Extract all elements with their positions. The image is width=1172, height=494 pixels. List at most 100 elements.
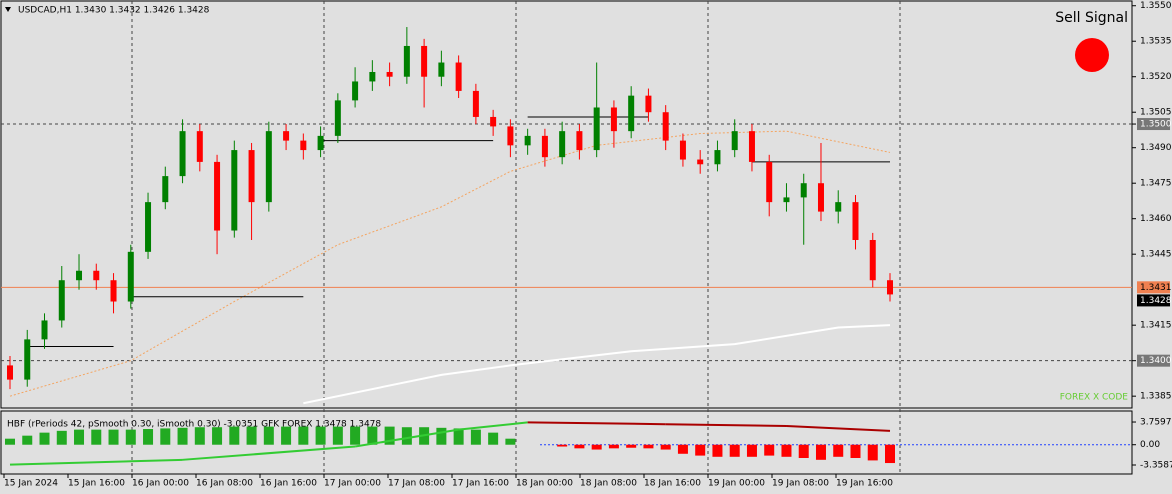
candle-body (869, 239, 876, 281)
x-tick-label: 17 Jan 16:00 (452, 479, 509, 489)
histogram-bar (436, 427, 447, 445)
histogram-bar (608, 444, 619, 449)
candle-body (352, 81, 359, 101)
main-frame (0, 0, 1133, 409)
y-tick-label: -3.3587 (1140, 460, 1172, 470)
candle-body (403, 45, 410, 77)
candle-body (421, 45, 428, 77)
candle-body (145, 202, 152, 252)
histogram-bar (591, 444, 602, 450)
y-tick-label: 1.3505 (1140, 108, 1172, 118)
candle-body (541, 135, 548, 158)
candle-body (472, 90, 479, 117)
x-tick-label: 16 Jan 00:00 (132, 479, 189, 489)
candle-body (835, 202, 842, 212)
candle-body (593, 107, 600, 151)
candle-body (300, 140, 307, 151)
histogram-bar (229, 426, 240, 445)
candle-body (93, 270, 100, 281)
histogram-bar (488, 432, 499, 445)
candle-body (110, 280, 117, 302)
y-tick-label: 1.3445 (1140, 250, 1172, 260)
candle-body (783, 197, 790, 203)
y-tick-label: 3.7597 (1140, 418, 1172, 428)
histogram-bar (332, 426, 343, 445)
histogram-bar (764, 444, 775, 456)
histogram-bar (453, 428, 464, 445)
histogram-bar (298, 426, 309, 445)
candle-body (41, 320, 48, 340)
x-tick-label: 15 Jan 2024 (4, 479, 58, 489)
x-tick-label: 17 Jan 00:00 (324, 479, 381, 489)
histogram-bar (315, 426, 326, 445)
candle-body (490, 116, 497, 127)
indicator-frame (0, 410, 1133, 475)
x-tick-label: 19 Jan 08:00 (772, 479, 829, 489)
histogram-bar (367, 426, 378, 445)
indicator-line (786, 425, 891, 432)
candle-body (852, 202, 859, 240)
last-price-label: 1.3428 (1140, 296, 1172, 306)
y-tick-label: 1.3415 (1140, 321, 1172, 331)
y-tick-label: 1.3400 (1140, 356, 1172, 366)
histogram-bar (781, 444, 792, 457)
histogram-bar (833, 444, 844, 457)
histogram-bar (194, 427, 205, 445)
candle-body (800, 183, 807, 198)
histogram-bar (56, 430, 67, 445)
candle-body (766, 161, 773, 203)
candle-body (524, 135, 531, 146)
histogram-bar (712, 444, 723, 457)
histogram-bar (470, 429, 481, 445)
histogram-bar (695, 444, 706, 456)
y-tick-box (1137, 118, 1170, 131)
candle-body (265, 131, 272, 203)
candle-body (58, 280, 65, 321)
y-tick-label: 1.3460 (1140, 214, 1172, 224)
candle-body (231, 150, 238, 231)
candle-body (731, 131, 738, 151)
candle-body (817, 183, 824, 212)
candle-body (887, 280, 893, 295)
candle-body (162, 176, 169, 203)
x-tick-label: 18 Jan 16:00 (644, 479, 701, 489)
candle-body (697, 159, 704, 165)
histogram-bar (5, 438, 15, 445)
histogram-bar (729, 444, 740, 457)
histogram-bar (125, 429, 136, 445)
histogram-bar (643, 444, 654, 449)
indicator-line (458, 421, 528, 431)
candle-body (7, 365, 13, 380)
candle-body (317, 135, 324, 151)
chart-title: USDCAD,H1 1.3430 1.3432 1.3426 1.3428 (18, 6, 210, 16)
y-tick-label: 1.3500 (1140, 120, 1172, 130)
x-tick-label: 16 Jan 08:00 (196, 479, 253, 489)
histogram-bar (505, 438, 516, 445)
moving-average (9, 130, 891, 397)
histogram-bar (401, 427, 412, 445)
y-tick-label: 1.3520 (1140, 72, 1172, 82)
histogram-bar (143, 429, 154, 445)
histogram-bar (177, 427, 188, 445)
candle-body (610, 107, 617, 132)
y-tick-label: 0.00 (1140, 440, 1160, 450)
histogram-bar (626, 444, 637, 448)
candle-body (679, 140, 686, 160)
signal-text: Sell Signal (1055, 10, 1128, 26)
histogram-bar (74, 429, 85, 445)
candle-body (369, 71, 376, 82)
histogram-bar (660, 444, 671, 450)
histogram-bar (212, 427, 223, 445)
candle-body (386, 71, 393, 77)
candle-body (628, 95, 635, 132)
histogram-bar (574, 444, 585, 449)
indicator-line (182, 445, 356, 461)
indicator-line (354, 428, 459, 448)
indicator-title: HBF (rPeriods 42, pSmooth 0.30, iSmooth … (7, 420, 381, 430)
x-tick-label: 19 Jan 16:00 (836, 479, 893, 489)
watermark: FOREX X CODE (1060, 393, 1129, 403)
candle-body (748, 131, 755, 162)
histogram-bar (850, 444, 861, 459)
bid-box (1137, 281, 1170, 294)
